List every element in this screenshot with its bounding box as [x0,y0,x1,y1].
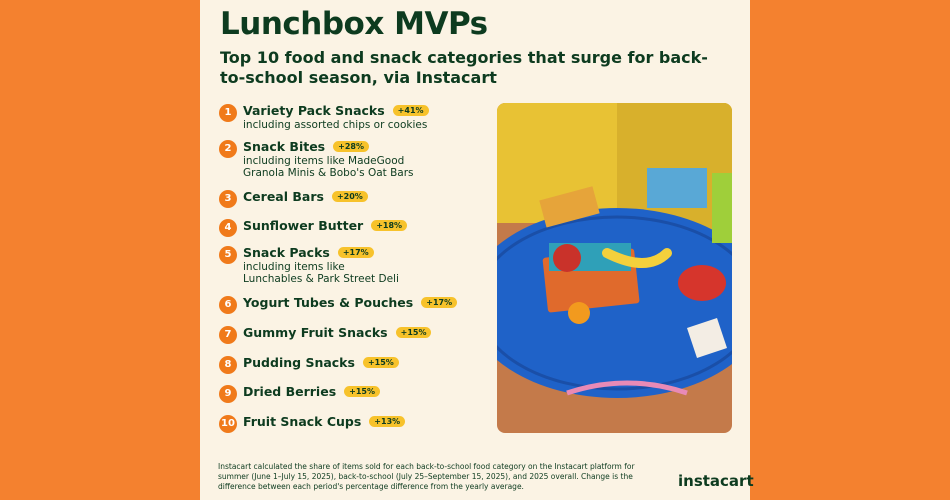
item-name-text: Yogurt Tubes & Pouches [243,295,414,310]
rank-badge: 4 [219,219,237,237]
item-name-text: Sunflower Butter [243,218,364,233]
brand-logo: instacart [678,472,754,490]
change-badge: +15% [395,327,432,338]
item-description: Lunchables & Park Street Deli [243,273,399,285]
item-name: Yogurt Tubes & Pouches +17% [243,295,458,310]
rank-badge: 2 [219,140,237,158]
item-name-text: Pudding Snacks [243,355,355,370]
change-badge: +18% [371,220,408,231]
change-badge: +28% [333,141,369,152]
subtitle: Top 10 food and snack categories that su… [220,48,708,87]
item-name: Pudding Snacks +15% [243,355,399,370]
item-name: Gummy Fruit Snacks +15% [243,325,432,340]
change-badge: +41% [392,105,429,116]
item-name-text: Dried Berries [243,384,337,399]
rank-badge: 5 [219,246,237,264]
change-badge: +15% [362,357,399,368]
item-name: Cereal Bars +20% [243,189,368,204]
item-description: including assorted chips or cookies [243,119,428,131]
change-badge: +20% [331,191,368,202]
item-name: Snack Bites +28% [243,139,369,154]
rank-badge: 10 [219,415,237,433]
item-description: including items like [243,261,345,273]
footnote: Instacart calculated the share of items … [218,462,635,491]
item-name: Sunflower Butter +18% [243,218,408,233]
photo [497,103,732,433]
rank-badge: 8 [219,356,237,374]
rank-badge: 6 [219,296,237,314]
rank-badge: 3 [219,190,237,208]
title: Lunchbox MVPs [220,6,488,42]
item-description: Granola Minis & Bobo's Oat Bars [243,167,414,179]
change-badge: +17% [337,247,374,258]
item-name-text: Snack Packs [243,245,330,260]
rank-badge: 7 [219,326,237,344]
item-name: Variety Pack Snacks +41% [243,103,429,118]
rank-badge: 1 [219,104,237,122]
item-name-text: Gummy Fruit Snacks [243,325,388,340]
card: Lunchbox MVPs Top 10 food and snack cate… [200,0,754,500]
item-name-text: Cereal Bars [243,189,324,204]
item-name-text: Snack Bites [243,139,326,154]
item-description: including items like MadeGood [243,155,405,167]
item-name-text: Variety Pack Snacks [243,103,385,118]
item-name-text: Fruit Snack Cups [243,414,362,429]
item-name: Snack Packs +17% [243,245,374,260]
change-badge: +15% [344,386,380,397]
rank-badge: 9 [219,385,237,403]
item-name: Dried Berries +15% [243,384,380,399]
change-badge: +17% [421,297,458,308]
change-badge: +13% [369,416,406,427]
item-name: Fruit Snack Cups +13% [243,414,406,429]
